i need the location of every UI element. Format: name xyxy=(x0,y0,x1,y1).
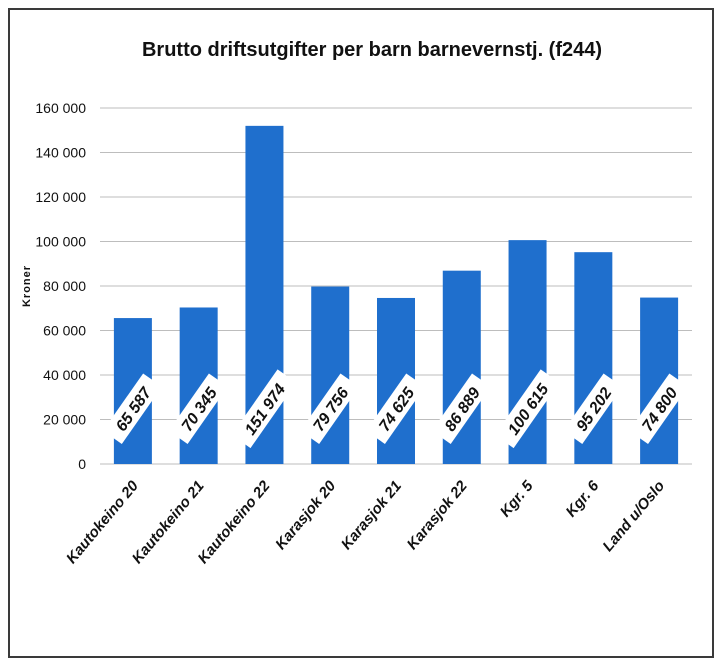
y-tick-label: 60 000 xyxy=(43,323,86,339)
data-label-background xyxy=(300,373,360,444)
data-label-background xyxy=(494,369,560,449)
data-label-background xyxy=(366,373,426,444)
data-label-background xyxy=(102,373,162,444)
y-tick-label: 140 000 xyxy=(35,145,86,161)
x-tick-label: Karasjok 21 xyxy=(338,478,405,553)
y-tick-label: 120 000 xyxy=(35,189,86,205)
x-tick-label: Kautokeino 22 xyxy=(195,477,274,567)
chart-title: Brutto driftsutgifter per barn barnevern… xyxy=(142,39,602,61)
x-tick-label: Karasjok 22 xyxy=(404,477,472,553)
y-tick-label: 160 000 xyxy=(35,100,86,116)
y-tick-label: 40 000 xyxy=(43,367,86,383)
data-label-background xyxy=(431,373,491,444)
bars xyxy=(113,125,679,464)
x-tick-label: Karasjok 20 xyxy=(272,477,340,553)
data-label-background xyxy=(231,369,297,449)
x-tick-label: Kgr. 6 xyxy=(563,477,603,520)
y-tick-label: 100 000 xyxy=(35,234,86,250)
x-tick-label: Kgr. 5 xyxy=(497,477,537,520)
y-tick-label: 20 000 xyxy=(43,412,86,428)
y-tick-label: 80 000 xyxy=(43,278,86,294)
data-label-background xyxy=(168,373,228,444)
y-axis-label: Kroner xyxy=(21,265,33,307)
data-label-background xyxy=(563,373,623,444)
y-axis-ticks: 0 20 000 40 000 60 000 80 000 100 000 120 000 1… xyxy=(35,100,86,472)
data-label-background xyxy=(629,373,689,444)
y-tick-label: 0 xyxy=(78,456,86,472)
x-tick-label: Land u/Oslo xyxy=(599,478,668,555)
